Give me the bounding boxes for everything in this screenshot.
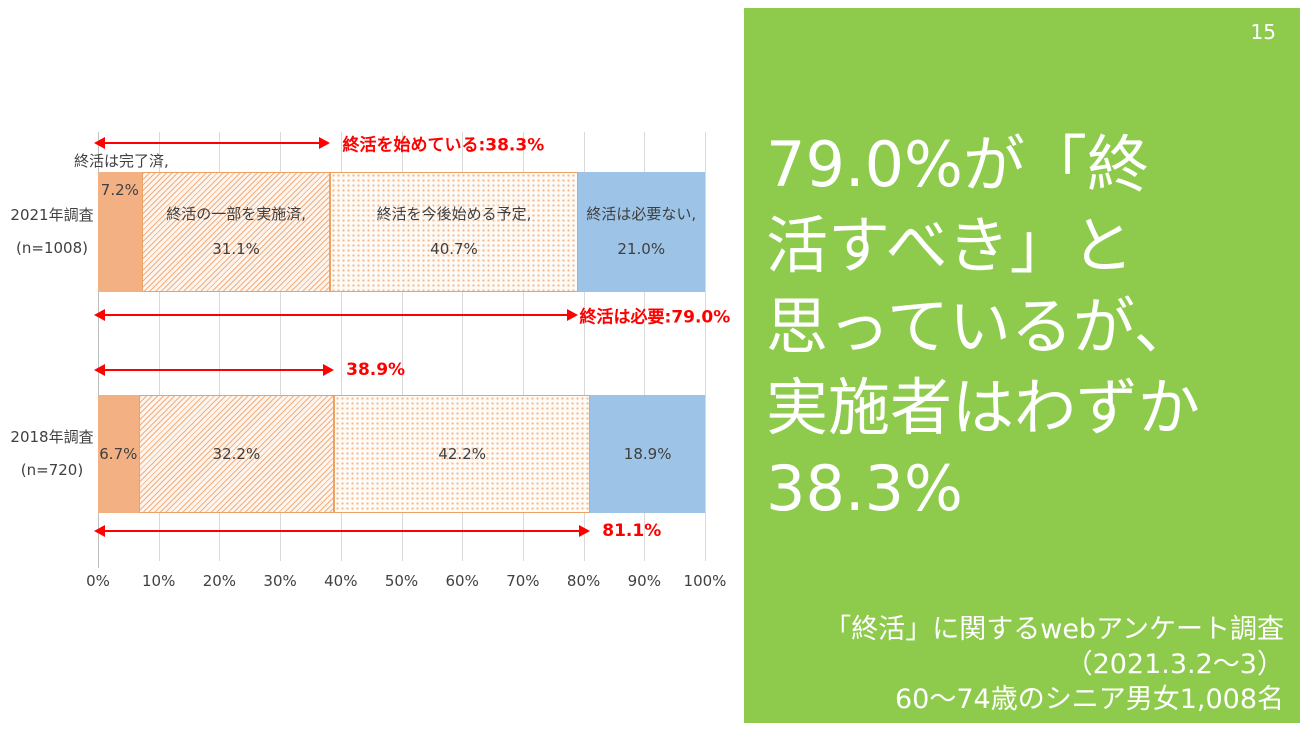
segment-value-label: 18.9% [623,445,672,463]
category-label: 2018年調査 (n=720) [10,428,94,479]
x-axis-tick-label: 20% [202,572,237,590]
segment-value-label: 6.7% [99,445,138,463]
headline-line: 活すべき」と [766,209,1134,282]
x-axis-tick-label: 10% [142,572,176,590]
annotation-label: 81.1% [602,521,662,541]
arrow-head-icon [94,309,105,321]
page-number: 15 [1250,20,1276,44]
segment-value-label: 7.2% [100,181,139,199]
x-axis-tick-label: 100% [683,572,727,590]
segment-value-label: 終活を今後始める予定, 40.7% [376,205,532,258]
arrow-head-icon [566,309,578,321]
arrow-annotation [94,309,578,321]
x-axis-tick-label: 50% [384,572,419,590]
headline-line: 思っているが、 [766,290,1196,363]
gridline [522,132,524,561]
bar-segment: 終活の一部を実施済, 31.1% [141,172,331,292]
headline-line: 38.3% [766,452,963,525]
x-axis-tick-label: 30% [263,572,297,590]
x-axis-tick-label: 60% [445,572,479,590]
segment-value-label: 終活の一部を実施済, 31.1% [166,205,306,258]
segment-value-label: 終活は必要ない, 21.0% [586,205,697,258]
arrow-line [102,313,570,317]
gridline [219,132,221,561]
bar-segment: 終活を今後始める予定, 40.7% [330,172,578,292]
bar-segment: 42.2% [334,395,591,513]
headline-line: 79.0%が「終 [766,128,1149,201]
bar-segment: 終活は必要ない, 21.0% [577,172,705,292]
annotation-label: 終活を始めている:38.3% [342,135,545,156]
gridline [644,132,646,561]
y-axis-line [98,132,99,568]
arrow-annotation [94,364,335,376]
arrow-line [102,141,323,145]
bar-segment: 6.7% [98,395,139,513]
green-panel: 15 79.0%が「終 活すべき」と 思っているが、 実施者はわずか 38.3%… [744,8,1300,723]
headline: 79.0%が「終 活すべき」と 思っているが、 実施者はわずか 38.3% [766,124,1200,529]
bar-segment: 18.9% [590,395,705,513]
gridline [340,132,342,561]
arrow-annotation [94,525,591,537]
arrow-head-icon [323,364,335,376]
arrow-head-icon [579,525,591,537]
gridline [705,132,706,561]
segment-value-label: 42.2% [438,445,486,463]
x-axis-tick-label: 40% [324,572,358,590]
x-axis-tick-label: 90% [627,572,661,590]
subtitle-line: （2021.3.2～3） [1065,649,1284,680]
annotation-label: 38.9% [346,360,406,380]
stacked-bar-chart: 0% 10% 20% 30% 40% 50% 60% 70% 80% 90% 100% 7.2% 終活の… [10,132,731,590]
gridline [583,132,585,561]
gridline [401,132,403,561]
headline-line: 実施者はわずか [766,371,1201,444]
x-axis-tick-label: 70% [506,572,540,590]
bar-segment: 32.2% [138,395,335,513]
category-label: 2021年調査 (n=1008) [10,206,94,257]
arrow-annotation [94,137,331,149]
arrow-head-icon [94,137,105,149]
arrow-line [102,529,583,533]
arrow-head-icon [94,364,105,376]
arrow-line [102,368,327,372]
segment-value-label: 32.2% [212,445,261,463]
subtitle-line: 60～74歳のシニア男女1,008名 [894,684,1284,715]
subtitle: 「終活」に関するwebアンケート調査 （2021.3.2～3） 60～74歳のシ… [824,612,1284,717]
outside-segment-label: 終活は完了済, [74,152,169,170]
bar-segment: 7.2% [98,172,142,292]
subtitle-line: 「終活」に関するwebアンケート調査 [824,614,1284,645]
arrow-head-icon [319,137,331,149]
x-axis-tick-label: 0% [86,572,110,590]
gridline [158,132,160,561]
x-axis-tick-label: 80% [566,572,601,590]
arrow-head-icon [94,525,105,537]
gridline [462,132,464,561]
gridline [280,132,282,561]
annotation-label: 終活は必要:79.0% [579,307,731,328]
